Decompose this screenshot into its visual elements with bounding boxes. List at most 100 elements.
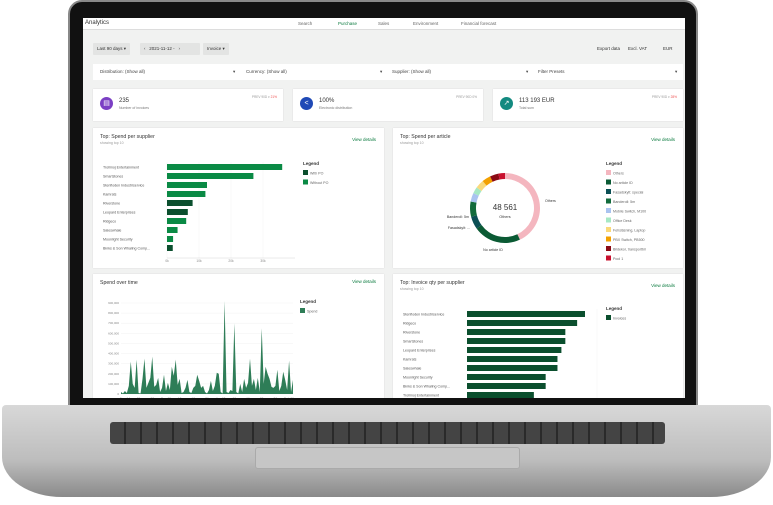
category-label: Smartstones [403,340,423,344]
date-range-picker[interactable]: ‹ 2021-11-12 - › [140,43,200,55]
y-tick-label: 400,000 [108,352,119,356]
tab-environment[interactable]: Environment [413,21,439,26]
filter-presets[interactable]: Filter Presets [538,69,565,74]
tab-search[interactable]: Search [298,21,313,26]
tab-purchase[interactable]: Purchase [338,21,358,26]
legend-swatch [300,308,305,313]
legend-swatch [606,217,611,223]
supplier-filter[interactable]: Supplier: (Show all) [392,69,432,74]
x-tick-label: 26 [205,397,209,398]
view-details-link[interactable]: View details [352,279,376,284]
bar [167,200,193,206]
y-tick-label: 700,000 [108,321,119,325]
bar [167,164,283,170]
invoice-qty-chart: Stenfloden Industriservice Ridgeco Riverst… [403,306,626,398]
donut-slice [490,173,500,182]
callout-label: Others [545,199,556,203]
legend-label: With PO [310,171,324,175]
legend-swatch [606,198,611,204]
x-tick-label: 28 [151,397,155,398]
doc-type-dropdown[interactable]: Invoice ▾ [203,43,229,55]
doc-type-value: Invoice [207,46,222,51]
panel-title: Top: Invoice qty per supplier [400,280,465,286]
y-tick-label: 800,000 [108,311,119,315]
callout-label: No article ID [483,248,503,252]
kpi-value: 100% [319,98,335,104]
legend-swatch [606,255,611,261]
bar [467,347,562,353]
callout-label: Fasadskylt: ... [448,226,470,230]
panel-title: Top: Spend per supplier [100,134,155,140]
x-tick-label: 19 [192,397,196,398]
kpi-label: Number of invoices [119,106,149,110]
panel-subtitle: showing top 10 [100,141,124,145]
bar [467,383,546,389]
donut-slice [470,193,479,203]
y-tick-label: 100,000 [108,382,119,386]
period-dropdown[interactable]: Last 90 days ▾ [93,43,131,55]
donut-slice [473,187,482,196]
kpi-label: Electronic distribution [319,106,353,110]
legend-title: Legend [300,299,316,304]
category-label: Binks & Son Whaling Comp... [103,247,150,251]
bar [467,365,558,371]
category-label: Trollmoj Entertainment [103,166,139,170]
legend-swatch [303,179,308,185]
tab-financial-forecast[interactable]: Financial forecast [461,21,497,26]
legend-label: Fehsläsning, Laptop [613,228,645,232]
x-tick-label: 30k [260,259,266,263]
x-tick-label: 16 [246,397,250,398]
currency-dropdown[interactable]: EUR [663,46,673,51]
x-tick-label: Jan 02 [216,397,226,398]
legend-label: Bildekor, transportbil [613,247,646,251]
kpi-value: 113 193 EUR [519,98,555,104]
center-value: 48 561 [493,203,518,212]
category-label: Saleswhale [103,229,121,233]
category-label: Stenfloden Industriservice [103,184,144,188]
bar [167,245,173,251]
donut-slice [470,201,477,217]
panel-spend-time: Spend over time View details 0 100,000 200… [93,274,384,398]
vat-dropdown[interactable]: Excl. VAT [628,46,648,51]
panel-title: Spend over time [100,280,138,286]
export-data-button[interactable]: Export data [597,46,621,51]
legend-label: Banderoll: 5m [613,200,635,204]
view-details-link[interactable]: View details [651,283,675,288]
period-value: Last 90 days [97,46,123,51]
screen: Analytics Search Purchase Sales Environm… [83,18,685,398]
keyboard [110,422,665,444]
donut-slice [505,173,540,240]
kpi-total: ↗ 113 193 EUR Total sum PREV 90D ▾ 28% [493,89,683,121]
donut-slice [498,173,505,180]
legend-label: Pool 1 [613,257,623,261]
bar [167,218,187,224]
y-tick-label: 900,000 [108,301,119,305]
share-icon: < [300,97,313,110]
y-tick-label: 600,000 [108,331,119,335]
legend-swatch [606,170,611,175]
kpi-label: Total sum [519,106,534,110]
view-details-link[interactable]: View details [651,137,675,142]
kpi-prev: PREV 90D 0% [456,95,477,99]
panel-title: Top: Spend per article [400,134,451,140]
distribution-filter[interactable]: Distribution: (Show all) [100,69,146,74]
category-label: Trollmoj Entertainment [403,394,439,398]
bar [467,356,558,362]
x-tick-label: 21 [137,397,141,398]
y-tick-label: 300,000 [108,362,119,366]
legend-swatch [606,189,611,194]
kpi-prev: PREV 90D ▾ 28% [651,95,677,99]
currency-filter[interactable]: Currency: (Show all) [246,69,287,74]
top-nav: Analytics Search Purchase Sales Environm… [83,18,685,30]
tab-sales[interactable]: Sales [378,21,390,26]
legend-label: Mobile Switch, M100 [613,209,646,213]
category-label: Moonlight Security [403,376,433,380]
category-label: Leopard Enterprises [403,349,436,353]
panel-subtitle: showing top 10 [400,141,424,145]
category-label: Kamrats [403,358,417,362]
x-tick-label: 20k [228,259,234,263]
date-value: 2021-11-12 - [149,46,175,51]
view-details-link[interactable]: View details [352,137,376,142]
x-tick-label: 09 [233,397,237,398]
legend-label: Invoices [613,316,626,320]
